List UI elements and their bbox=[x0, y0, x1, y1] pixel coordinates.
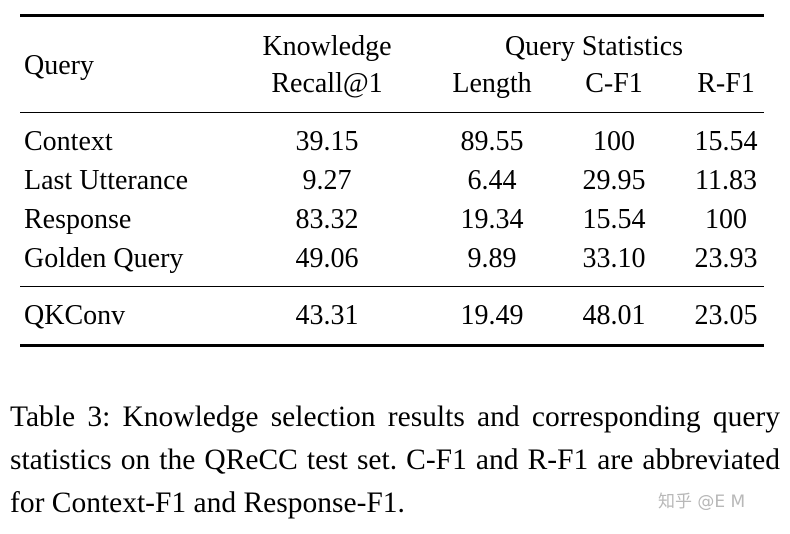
row-recall: 43.31 bbox=[295, 300, 359, 331]
row-recall: 49.06 bbox=[295, 243, 359, 274]
header-rule bbox=[20, 112, 764, 114]
row-rf1: 15.54 bbox=[694, 126, 758, 157]
header-cf1: C-F1 bbox=[585, 68, 643, 99]
row-rf1: 11.83 bbox=[695, 165, 757, 196]
row-query: Response bbox=[24, 204, 132, 235]
row-cf1: 29.95 bbox=[582, 165, 646, 196]
row-rf1: 100 bbox=[705, 204, 747, 235]
row-query: Golden Query bbox=[24, 243, 184, 274]
row-length: 19.49 bbox=[460, 300, 524, 331]
row-recall: 39.15 bbox=[295, 126, 359, 157]
watermark: 知乎 @E M bbox=[655, 486, 749, 513]
row-length: 9.89 bbox=[467, 243, 517, 274]
mid-rule bbox=[20, 286, 764, 288]
row-recall: 9.27 bbox=[302, 165, 352, 196]
row-cf1: 48.01 bbox=[582, 300, 646, 331]
row-query: Last Utterance bbox=[24, 165, 189, 196]
row-query: QKConv bbox=[24, 300, 126, 331]
row-length: 89.55 bbox=[460, 126, 524, 157]
row-cf1: 33.10 bbox=[582, 243, 646, 274]
row-recall: 83.32 bbox=[295, 204, 359, 235]
row-rf1: 23.05 bbox=[694, 300, 758, 331]
bottom-rule bbox=[20, 344, 764, 347]
row-length: 19.34 bbox=[460, 204, 524, 235]
top-rule bbox=[20, 14, 764, 17]
row-cf1: 15.54 bbox=[582, 204, 646, 235]
table-caption: Table 3: Knowledge selection results and… bbox=[10, 401, 780, 519]
header-rf1: R-F1 bbox=[697, 68, 755, 99]
row-cf1: 100 bbox=[593, 126, 635, 157]
header-query: Query bbox=[24, 50, 94, 81]
header-length: Length bbox=[452, 68, 532, 99]
row-query: Context bbox=[24, 126, 113, 157]
header-recall: Recall@1 bbox=[271, 68, 383, 99]
header-query-statistics: Query Statistics bbox=[504, 31, 684, 62]
row-rf1: 23.93 bbox=[694, 243, 758, 274]
header-knowledge: Knowledge bbox=[262, 31, 392, 62]
row-length: 6.44 bbox=[467, 165, 517, 196]
